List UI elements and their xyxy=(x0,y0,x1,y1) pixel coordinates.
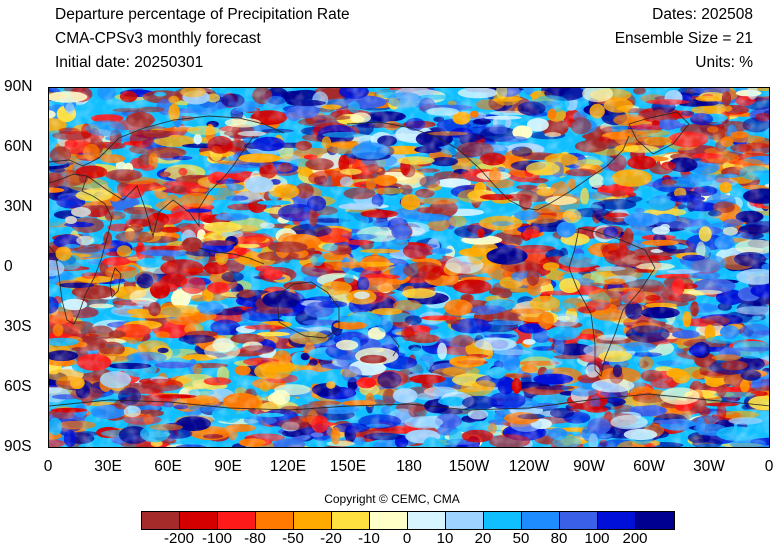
lon-label: 150W xyxy=(448,458,490,475)
colorbar-tick-label: 200 xyxy=(622,530,648,547)
colorbar-tick-label: 20 xyxy=(474,530,492,547)
coast-antarctica xyxy=(49,393,769,411)
coast-north-america xyxy=(346,121,630,211)
coast-australia xyxy=(276,281,340,339)
lon-label: 90W xyxy=(573,458,605,475)
texture-overlay xyxy=(49,88,769,447)
colorbar-tick-label: 80 xyxy=(550,530,568,547)
colorbar xyxy=(141,511,675,530)
coastlines xyxy=(49,111,769,411)
coast-south-america xyxy=(568,227,656,377)
lat-label: 30N xyxy=(4,198,33,215)
initial-date-label: Initial date: 20250301 xyxy=(55,54,204,71)
lon-label: 30W xyxy=(693,458,725,475)
coast-arabia-india xyxy=(86,175,174,238)
precip-map xyxy=(48,87,770,448)
colorbar-swatch xyxy=(446,512,484,529)
coast-se-asia xyxy=(172,135,255,228)
lon-label: 180 xyxy=(396,458,422,475)
coast-new-zealand xyxy=(390,335,400,357)
lon-label: 150E xyxy=(329,458,367,475)
lat-label: 90N xyxy=(4,78,33,95)
lon-label: 0 xyxy=(43,458,53,475)
lon-label: 120E xyxy=(269,458,307,475)
colorbar-swatch xyxy=(256,512,294,529)
lon-label: 90E xyxy=(214,458,242,475)
colorbar-tick-label: 10 xyxy=(436,530,454,547)
colorbar-tick-label: 100 xyxy=(584,530,610,547)
lon-label: 120W xyxy=(508,458,550,475)
colorbar-swatch xyxy=(370,512,408,529)
copyright-text: Copyright © CEMC, CMA xyxy=(324,492,460,506)
units-label: Units: % xyxy=(695,54,753,71)
lat-label: 30S xyxy=(4,318,32,335)
dates-label: Dates: 202508 xyxy=(652,6,753,23)
lon-label: 30E xyxy=(94,458,122,475)
coast-indonesia xyxy=(198,247,265,265)
colorbar-tick-label: -100 xyxy=(201,530,233,547)
colorbar-tick-label: 50 xyxy=(512,530,530,547)
colorbar-swatch xyxy=(598,512,636,529)
colorbar-swatch xyxy=(294,512,332,529)
colorbar-swatch xyxy=(218,512,256,529)
colorbar-tick-label: -10 xyxy=(358,530,380,547)
lat-label: 90S xyxy=(4,438,32,455)
ensemble-label: Ensemble Size = 21 xyxy=(614,30,753,47)
coast-europe-asia xyxy=(49,115,285,167)
lon-label: 60W xyxy=(633,458,665,475)
colorbar-tick-label: -50 xyxy=(282,530,304,547)
colorbar-swatch xyxy=(636,512,674,529)
lat-label: 60N xyxy=(4,138,33,155)
colorbar-tick-label: -200 xyxy=(163,530,195,547)
model-label: CMA-CPSv3 monthly forecast xyxy=(55,30,261,47)
lat-label: 0 xyxy=(4,258,13,275)
colorbar-tick-label: 0 xyxy=(402,530,412,547)
colorbar-swatch xyxy=(484,512,522,529)
lon-label: 0 xyxy=(764,458,774,475)
colorbar-swatch xyxy=(332,512,370,529)
lon-label: 60E xyxy=(154,458,182,475)
colorbar-swatch xyxy=(408,512,446,529)
colorbar-tick-label: -80 xyxy=(244,530,266,547)
lat-label: 60S xyxy=(4,378,32,395)
colorbar-swatch xyxy=(560,512,598,529)
colorbar-swatch xyxy=(142,512,180,529)
colorbar-swatch xyxy=(522,512,560,529)
colorbar-swatch xyxy=(180,512,218,529)
colorbar-tick-label: -20 xyxy=(320,530,342,547)
coast-madagascar xyxy=(109,267,122,298)
chart-title: Departure percentage of Precipitation Ra… xyxy=(55,6,350,23)
coast-greenland xyxy=(628,111,690,155)
